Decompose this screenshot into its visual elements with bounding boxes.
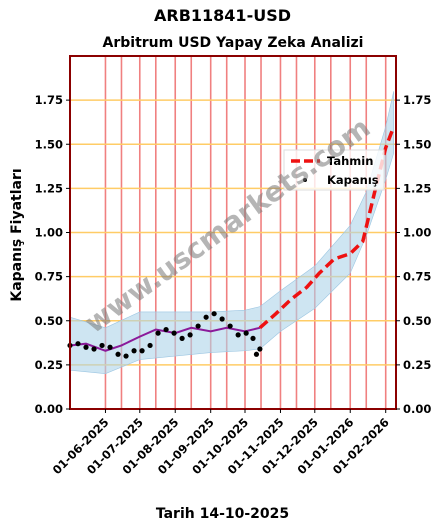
close-price-point [115,351,121,357]
close-price-point [91,346,97,352]
y-tick-label-right: 0.25 [403,358,431,372]
chart-suptitle: ARB11841-USD [154,6,291,25]
y-tick-label-left: 1.50 [35,137,63,151]
y-tick-label-right: 1.25 [403,181,431,195]
confidence-band [69,91,395,375]
close-price-point [227,323,233,329]
close-price-point [253,351,260,357]
close-price-point [179,335,185,341]
close-price-point [107,344,113,350]
y-tick-label-left: 0.50 [35,314,63,328]
close-price-point [99,342,105,349]
legend: Tahmin Kapanış [283,149,385,191]
close-price-point [243,330,249,336]
y-tick-label-left: 0.75 [35,270,63,284]
y-tick-label-left: 1.75 [35,93,63,107]
close-price-point [139,348,145,354]
y-axis-label: Kapanış Fiyatları [9,168,25,301]
legend-box [283,149,385,191]
legend-tahmin-label: Tahmin [327,154,373,168]
y-tick-label-right: 1.50 [403,137,431,151]
close-price-point [257,346,263,352]
y-tick-label-left: 1.25 [35,181,63,195]
y-tick-label-right: 0.75 [403,270,431,284]
y-tick-label-left: 0.25 [35,358,63,372]
y-tick-label-right: 0.00 [403,402,431,416]
close-price-point [163,326,169,333]
close-price-point [83,344,89,350]
close-price-point [211,311,217,317]
y-tick-label-right: 1.00 [403,226,431,240]
y-tick-label-left: 1.00 [35,226,63,240]
close-price-point [75,341,81,347]
footer-date: Tarih 14-10-2025 [155,506,290,522]
close-price-point [147,342,153,349]
close-price-point [235,332,241,338]
close-price-point [123,353,129,359]
close-price-point [219,316,225,322]
close-price-point [195,323,201,329]
close-price-point [203,314,209,320]
y-tick-label-left: 0.00 [35,402,63,416]
close-price-point [131,348,137,354]
y-tick-label-right: 1.75 [403,93,431,107]
y-tick-label-right: 0.50 [403,314,431,328]
close-price-point [155,330,161,336]
close-price-point [250,335,256,341]
legend-kapanis-swatch [303,178,307,182]
chart-title: Arbitrum USD Yapay Zeka Analizi [102,35,364,51]
legend-kapanis-label: Kapanış [327,173,379,187]
close-price-point [187,332,193,338]
close-price-point [171,330,177,336]
